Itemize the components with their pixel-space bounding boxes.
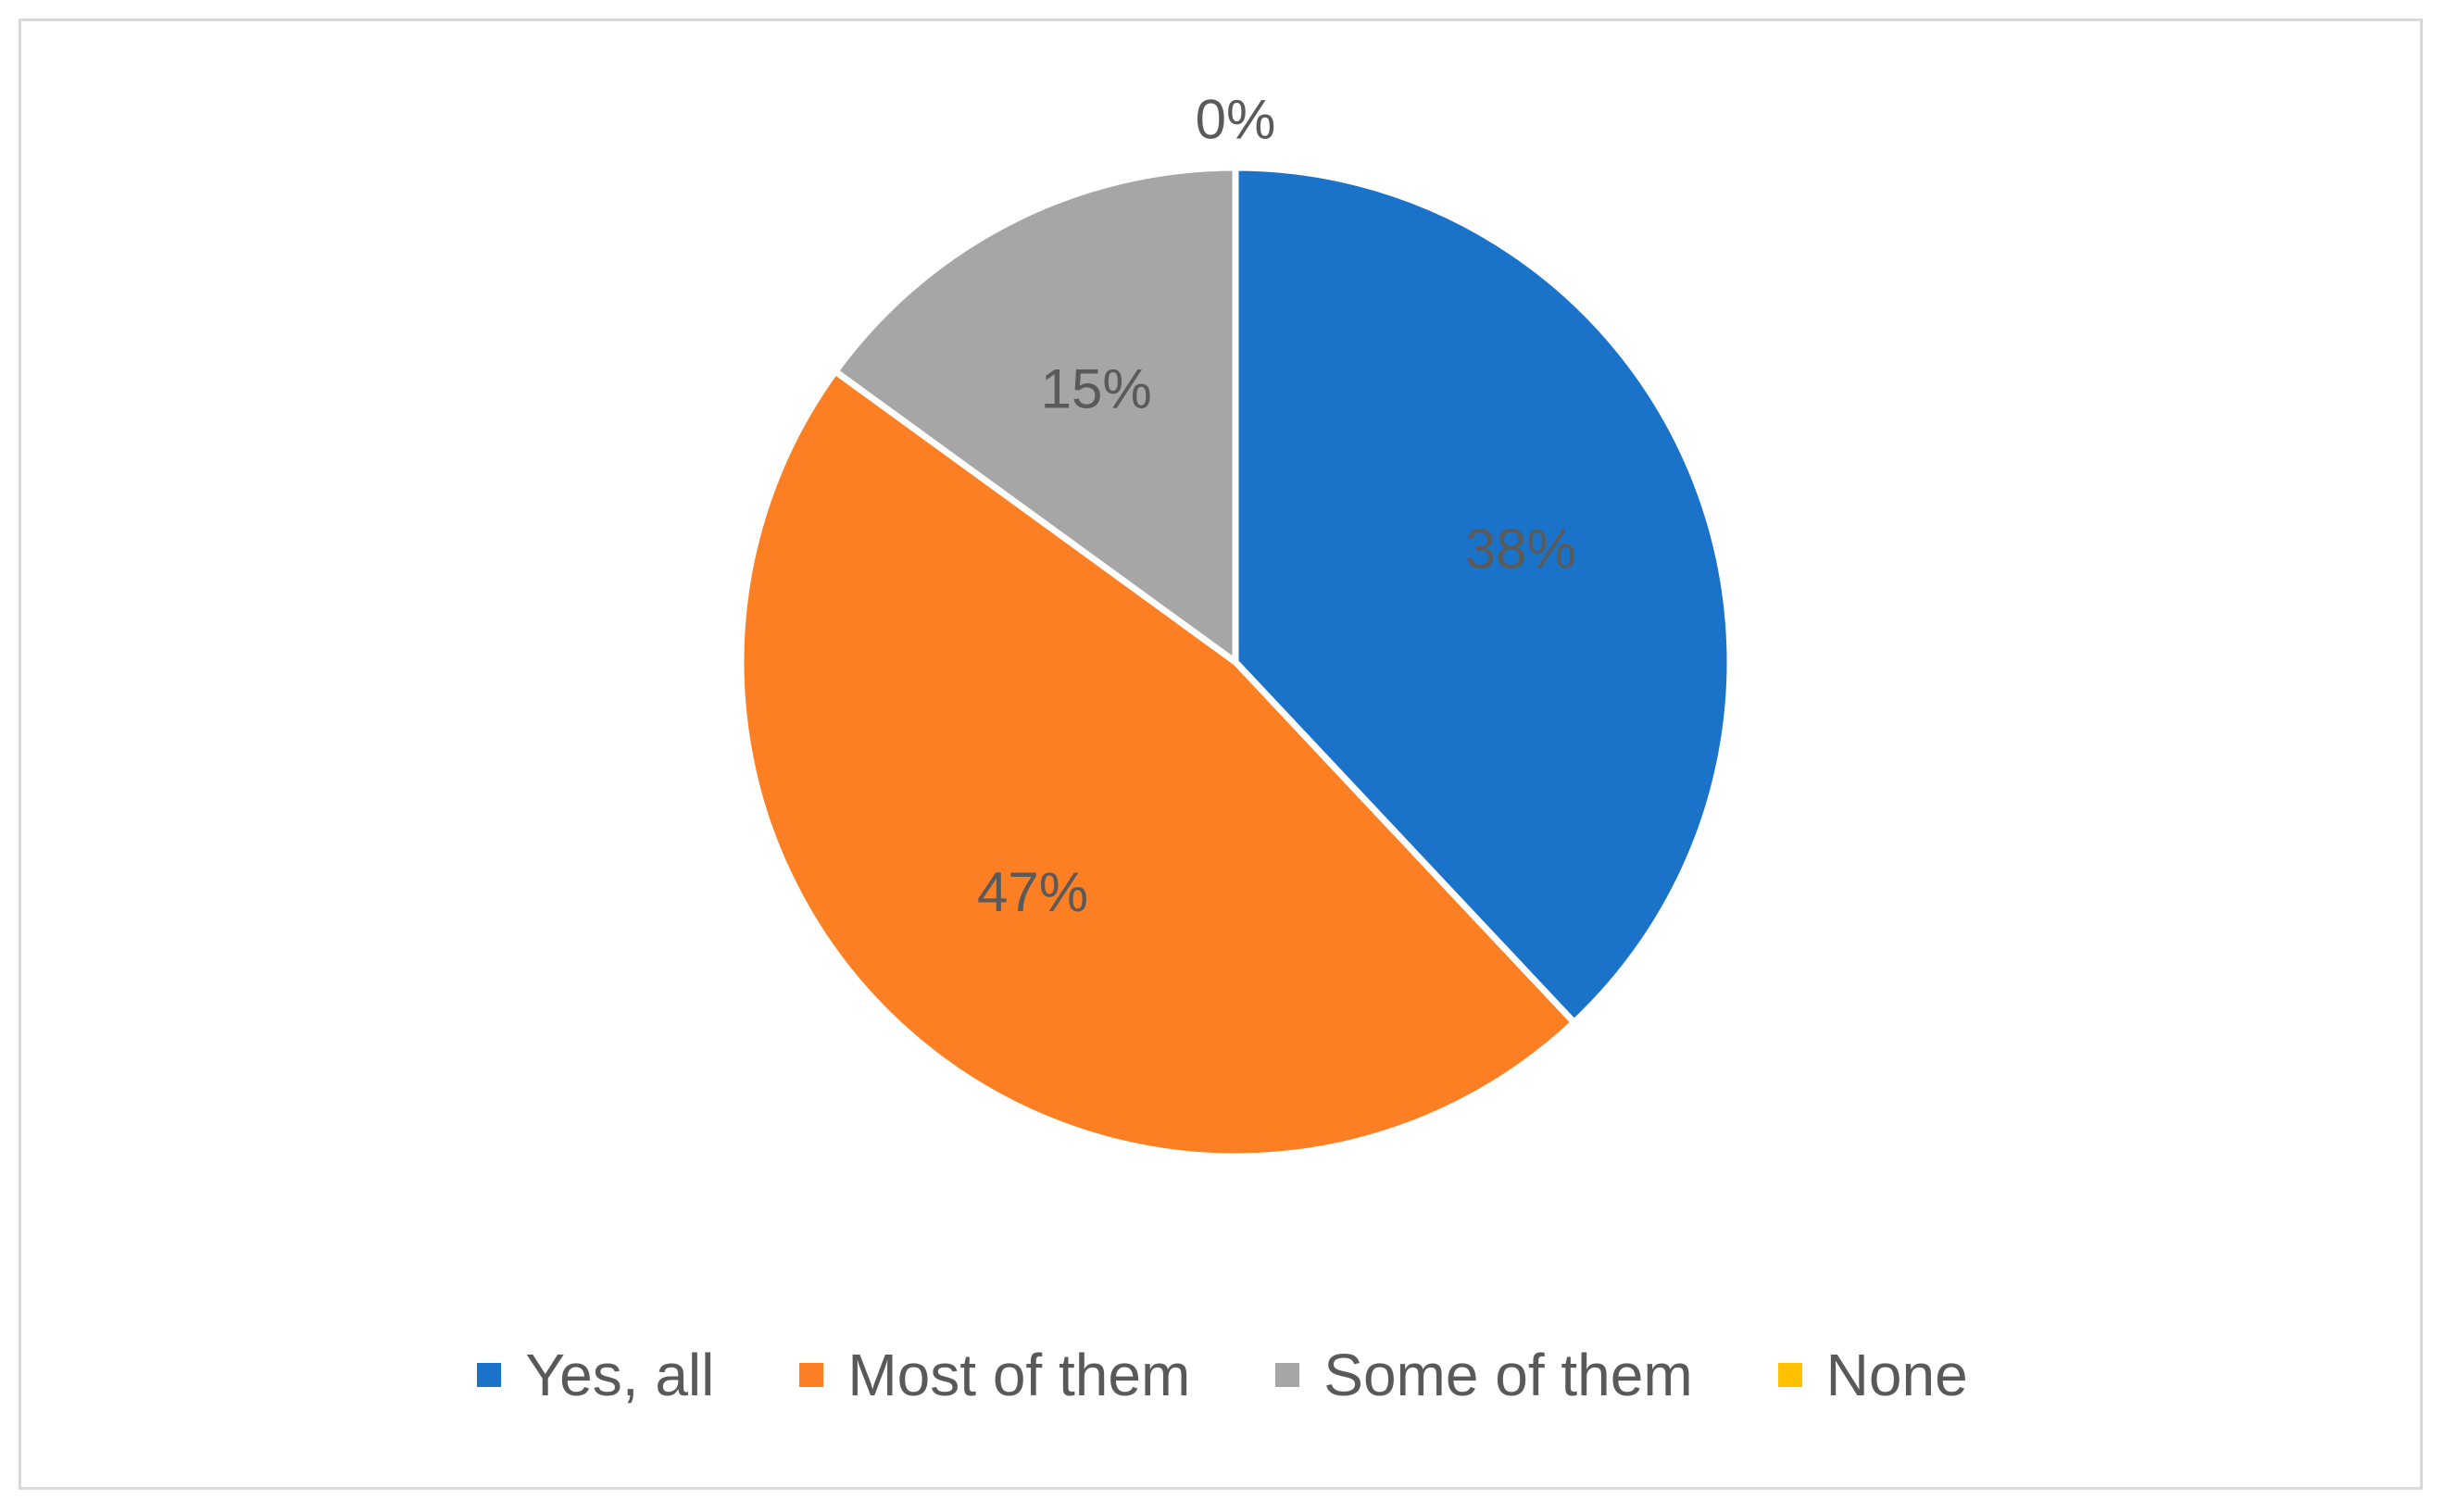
legend-item-none: None [1777,1341,1968,1409]
legend-label: Most of them [847,1342,1191,1408]
legend-swatch [1275,1363,1300,1387]
data-label-most-of-them: 47% [977,861,1088,923]
pie-data-labels: 38% 47% 15% 0% [977,89,1576,923]
legend: Yes, all Most of them Some of them None [0,1333,2445,1417]
legend-item-most-of-them: Most of them [799,1341,1190,1409]
legend-swatch [477,1363,502,1387]
legend-swatch [1777,1363,1802,1387]
pie-slice-some-of-them [832,164,1239,666]
data-label-some-of-them: 15% [1041,358,1152,420]
pie-slice-most-of-them [737,368,1578,1160]
data-label-yes-all: 38% [1465,519,1576,581]
data-label-none: 0% [1196,89,1276,151]
legend-swatch [799,1363,824,1387]
pie-slices [737,164,1734,1160]
legend-label: None [1825,1342,1968,1408]
pie-slice-yes-all [1232,164,1734,1026]
legend-item-yes-all: Yes, all [477,1341,714,1409]
legend-item-some-of-them: Some of them [1275,1341,1693,1409]
legend-label: Yes, all [525,1342,715,1408]
legend-label: Some of them [1323,1342,1693,1408]
